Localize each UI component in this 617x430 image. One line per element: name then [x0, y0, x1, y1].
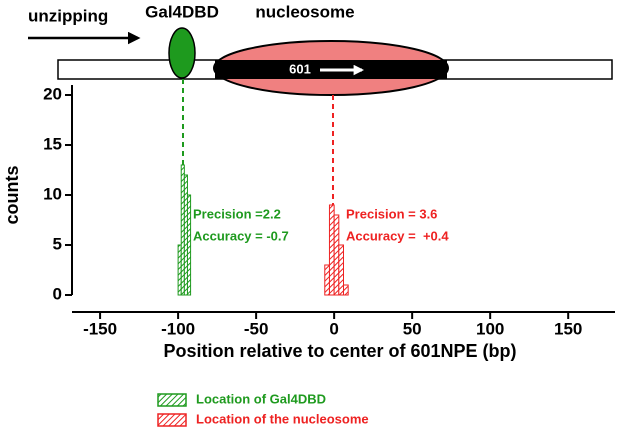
bar: [186, 194, 192, 296]
x-tick-label: 100: [476, 319, 504, 338]
sequence-label: 601: [289, 61, 311, 76]
bar: [338, 244, 345, 296]
x-tick-label: 150: [554, 319, 582, 338]
x-axis-label: Position relative to center of 601NPE (b…: [163, 341, 516, 361]
x-tick-label: 0: [329, 319, 338, 338]
annotation: Accuracy = +0.4: [346, 228, 449, 243]
annotation: Precision =2.2: [193, 206, 281, 221]
direction-label: unzipping: [28, 6, 108, 25]
annotation: Accuracy = -0.7: [193, 228, 289, 243]
bar: [333, 214, 340, 296]
legend-label: Location of Gal4DBD: [196, 391, 326, 406]
legend-label: Location of the nucleosome: [196, 411, 369, 426]
x-tick-label: -100: [161, 319, 195, 338]
y-tick-label: 5: [53, 234, 62, 253]
nucleosome-label: nucleosome: [255, 2, 354, 21]
y-tick-label: 15: [43, 134, 62, 153]
x-tick-label: 50: [403, 319, 422, 338]
y-tick-label: 0: [53, 284, 62, 303]
bar: [328, 204, 335, 296]
bar: [343, 284, 349, 296]
x-tick-label: -150: [83, 319, 117, 338]
y-tick-label: 20: [43, 84, 62, 103]
gal4dbd: [168, 27, 196, 79]
y-tick-label: 10: [43, 184, 62, 203]
protein-label: Gal4DBD: [145, 2, 219, 21]
legend-swatch: [157, 413, 187, 427]
bar: [324, 264, 330, 296]
legend-swatch: [157, 393, 187, 407]
x-tick-label: -50: [244, 319, 269, 338]
annotation: Precision = 3.6: [346, 206, 437, 221]
y-axis-label: counts: [2, 165, 22, 224]
